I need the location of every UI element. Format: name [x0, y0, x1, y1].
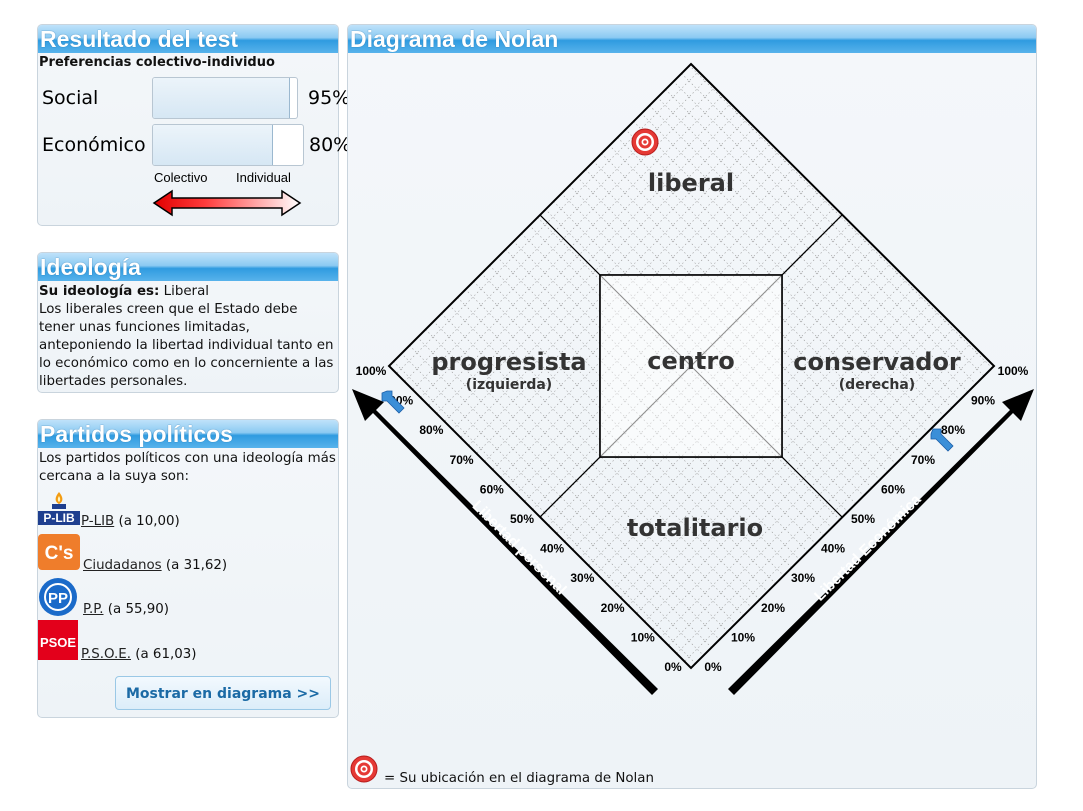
axis-economica-arrow — [728, 389, 1034, 695]
resultado-title: Resultado del test — [38, 25, 338, 53]
party-item: Ciudadanos (a 31,62) — [83, 558, 227, 573]
tick-economica-7: 70% — [911, 453, 935, 467]
economico-bar — [152, 124, 304, 166]
ideologia-panel: Ideología Su ideología es: Liberal Los l… — [37, 252, 339, 393]
resultado-subtitle: Preferencias colectivo-individuo — [39, 55, 275, 70]
region-totalitario: totalitario — [627, 514, 763, 542]
tick-economica-4: 40% — [821, 542, 845, 556]
ideologia-description: Los liberales creen que el Estado debe t… — [39, 302, 334, 389]
party-link-pp[interactable]: P.P. — [83, 602, 104, 617]
social-percent: 95% — [308, 87, 351, 109]
colectivo-label: Colectivo — [154, 170, 208, 185]
region-derecha: (derecha) — [839, 377, 915, 393]
tick-personal-7: 70% — [450, 453, 474, 467]
economico-bar-fill — [153, 125, 273, 165]
party-distance: (a 31,62) — [165, 558, 228, 573]
mostrar-en-diagrama-button[interactable]: Mostrar en diagrama >> — [115, 676, 331, 710]
social-label: Social — [42, 87, 99, 109]
region-conservador: conservador — [793, 348, 961, 376]
tick-personal-3: 30% — [570, 571, 594, 585]
nolan-diagram: liberal progresista (izquierda) centro c… — [352, 62, 1034, 695]
individual-label: Individual — [236, 170, 291, 185]
personal-axis-marker-icon — [381, 390, 405, 414]
plib-logo-text: P-LIB — [43, 511, 75, 525]
tick-economica-1: 10% — [731, 630, 755, 644]
economico-percent: 80% — [309, 134, 352, 156]
party-link-ciudadanos[interactable]: Ciudadanos — [83, 558, 162, 573]
party-distance: (a 61,03) — [135, 647, 197, 662]
region-liberal: liberal — [648, 169, 734, 197]
tick-personal-5: 50% — [510, 512, 534, 526]
party-item: P.P. (a 55,90) — [83, 602, 169, 617]
tick-personal-4: 40% — [540, 542, 564, 556]
region-centro: centro — [647, 347, 734, 375]
tick-personal-0: 0% — [664, 660, 682, 674]
tick-economica-8: 80% — [941, 423, 965, 437]
region-progresista: progresista — [431, 348, 586, 376]
tick-economica-0: 0% — [704, 660, 722, 674]
plib-logo: P-LIB — [38, 490, 80, 530]
tick-personal-6: 60% — [480, 482, 504, 496]
tick-personal-1: 10% — [631, 630, 655, 644]
legend-text: = Su ubicación en el diagrama de Nolan — [384, 771, 654, 786]
tick-economica-5: 50% — [851, 512, 875, 526]
ciudadanos-logo: C's — [38, 534, 80, 574]
user-position-target-icon — [631, 128, 659, 156]
partidos-intro: Los partidos políticos con una ideología… — [39, 451, 336, 484]
economico-label: Económico — [42, 134, 146, 156]
legend-target-icon — [350, 755, 378, 783]
tick-personal-8: 80% — [419, 423, 443, 437]
tick-economica-2: 20% — [761, 601, 785, 615]
axis-personal-arrow — [352, 389, 658, 695]
ideologia-title: Ideología — [38, 253, 338, 281]
pp-logo: PP — [38, 577, 80, 621]
pp-logo-text: PP — [48, 590, 68, 607]
party-link-plib[interactable]: P-LIB — [81, 514, 115, 529]
party-link-psoe[interactable]: P.S.O.E. — [81, 647, 131, 662]
tick-personal-2: 20% — [601, 601, 625, 615]
party-distance: (a 10,00) — [118, 514, 180, 529]
region-izquierda: (izquierda) — [466, 377, 552, 393]
diagrama-panel: Diagrama de Nolan liberal progresista (i… — [347, 24, 1037, 789]
tick-economica-6: 60% — [881, 482, 905, 496]
diagrama-title: Diagrama de Nolan — [348, 25, 1036, 53]
economica-axis-marker-icon — [930, 428, 954, 452]
tick-personal-10: 100% — [356, 364, 387, 378]
party-item: P.S.O.E. (a 61,03) — [81, 647, 197, 662]
psoe-logo: PSOE — [38, 620, 80, 664]
ideologia-prefix: Su ideología es: — [39, 284, 160, 299]
tick-economica-3: 30% — [791, 571, 815, 585]
resultado-panel: Resultado del test Preferencias colectiv… — [37, 24, 351, 226]
tick-economica-10: 100% — [998, 364, 1029, 378]
party-item: P-LIB (a 10,00) — [81, 514, 180, 529]
social-bar — [152, 77, 298, 119]
party-distance: (a 55,90) — [107, 602, 170, 617]
psoe-logo-text: PSOE — [40, 635, 76, 650]
partidos-panel: Partidos políticos Los partidos político… — [37, 419, 339, 718]
ciudadanos-logo-text: C's — [45, 543, 74, 564]
colectivo-individual-arrow-icon — [152, 189, 302, 217]
tick-economica-9: 90% — [971, 394, 995, 408]
social-bar-fill — [153, 78, 290, 118]
partidos-title: Partidos políticos — [38, 420, 338, 448]
ideologia-name: Liberal — [163, 284, 209, 299]
